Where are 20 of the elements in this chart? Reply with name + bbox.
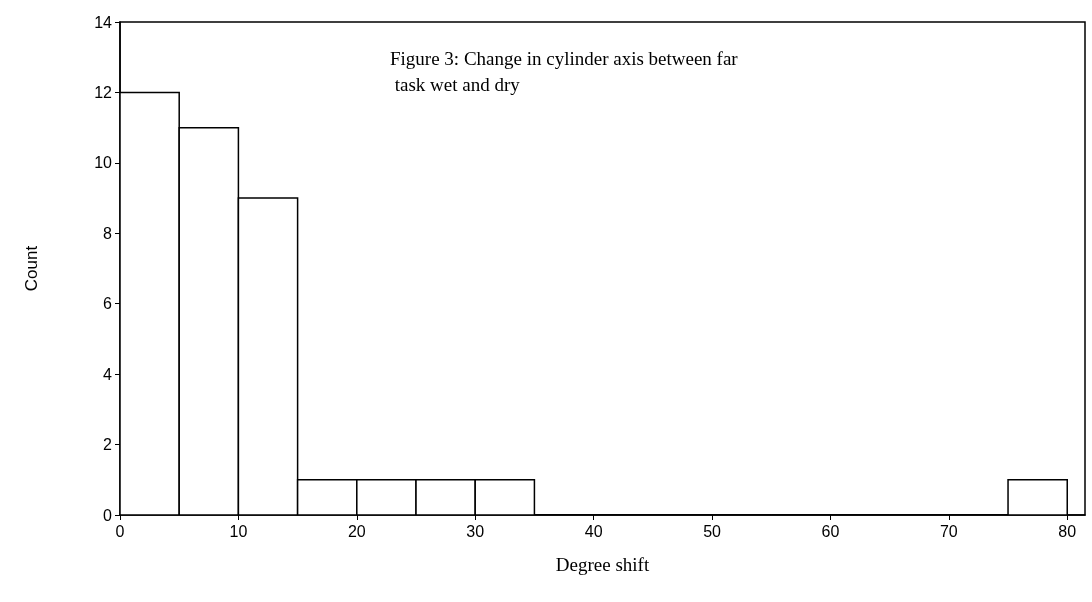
x-tick-label: 70 [939, 522, 958, 540]
x-axis-title: Degree shift [555, 554, 650, 575]
text: Figure 3: Change in cylinder axis between far task wet and dry [390, 47, 739, 95]
x-tick-label: 60 [821, 522, 840, 540]
x-tick-label: 20 [347, 522, 366, 540]
x-tick-label: 50 [703, 522, 722, 540]
y-tick-label: 8 [103, 224, 113, 242]
y-tick-label: 10 [94, 154, 113, 172]
y-tick-label: 12 [94, 83, 113, 101]
y-axis-title: Count [22, 245, 41, 292]
y-tick-label: 14 [94, 13, 113, 31]
x-tick-label: 30 [466, 522, 485, 540]
x-tick-label: 40 [584, 522, 603, 540]
y-tick-label: 4 [103, 365, 113, 383]
y-tick-label: 2 [103, 436, 113, 454]
y-tick-label: 0 [103, 506, 113, 524]
x-tick-label: 10 [229, 522, 248, 540]
x-tick-label: 0 [115, 522, 125, 540]
x-tick-label: 80 [1058, 522, 1077, 540]
y-tick-label: 6 [103, 295, 113, 313]
